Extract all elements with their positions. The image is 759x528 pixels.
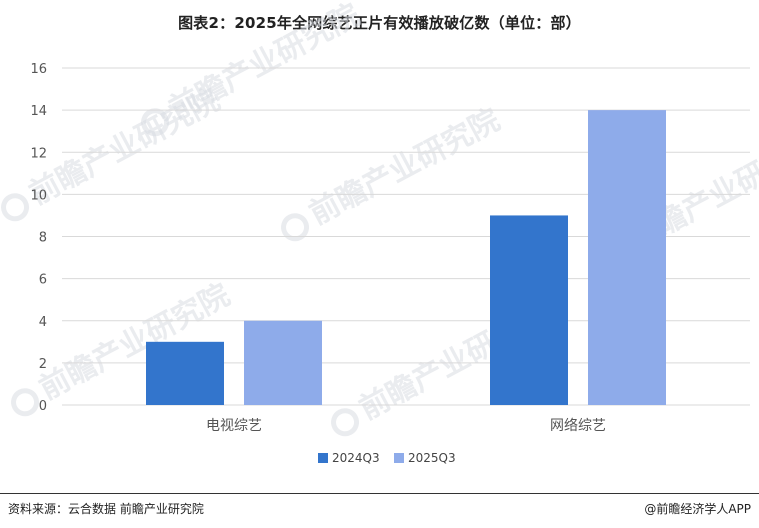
legend-swatch <box>318 453 328 463</box>
legend-label: 2025Q3 <box>408 451 456 465</box>
legend-swatch <box>394 453 404 463</box>
y-tick-label: 0 <box>39 399 47 414</box>
y-tick-label: 16 <box>30 62 47 77</box>
bar <box>146 341 224 405</box>
source-note: 资料来源：云合数据 前瞻产业研究院 <box>8 502 204 516</box>
bar <box>244 320 322 405</box>
y-tick-label: 12 <box>30 146 47 161</box>
x-category-label: 网络综艺 <box>550 418 606 434</box>
legend-label: 2024Q3 <box>332 451 380 465</box>
chart-title: 图表2：2025年全网综艺正片有效播放破亿数（单位：部） <box>178 14 581 32</box>
bar <box>588 110 666 405</box>
copyright-note: @前瞻经济学人APP <box>644 502 751 516</box>
y-tick-label: 6 <box>39 273 47 288</box>
y-tick-label: 8 <box>39 231 47 246</box>
footer-divider <box>0 493 759 494</box>
y-tick-label: 2 <box>39 357 47 372</box>
x-category-label: 电视综艺 <box>206 418 262 434</box>
bar <box>490 215 568 405</box>
y-tick-label: 4 <box>39 315 47 330</box>
y-tick-label: 10 <box>30 188 47 203</box>
y-tick-label: 14 <box>30 104 47 119</box>
